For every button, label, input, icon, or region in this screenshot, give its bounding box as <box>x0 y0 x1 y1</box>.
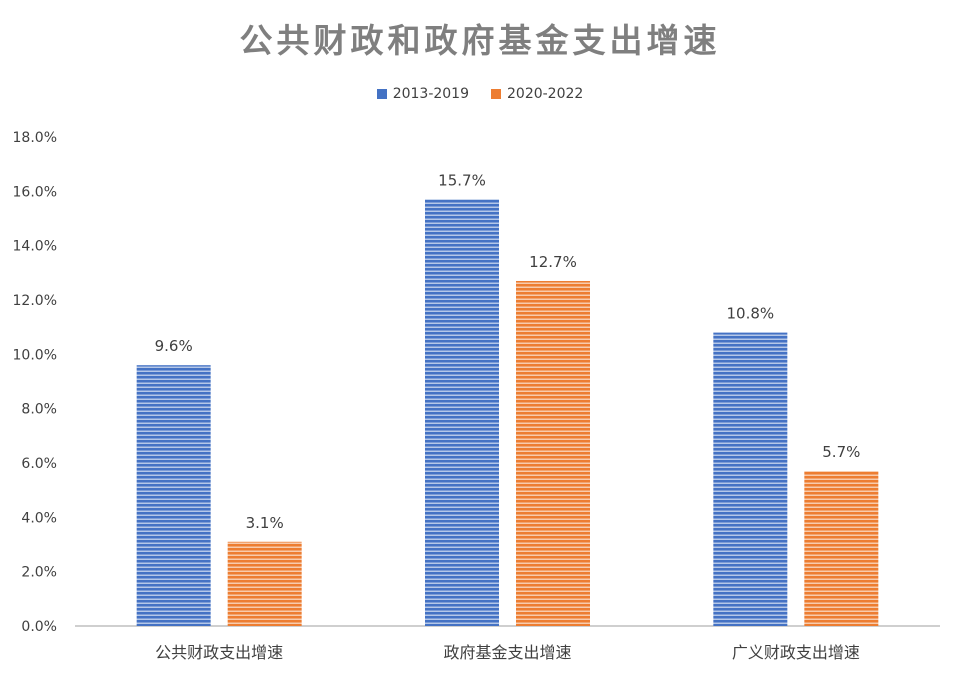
y-tick-label: 2.0% <box>21 565 57 581</box>
legend-label-series-2: 2020-2022 <box>507 86 584 102</box>
bar-2-2 <box>516 280 590 626</box>
y-tick-label: 12.0% <box>13 293 57 309</box>
y-tick-label: 14.0% <box>13 239 57 255</box>
category-label: 公共财政支出增速 <box>155 643 283 662</box>
legend-item-series-2: 2020-2022 <box>491 86 583 102</box>
bar-2-3 <box>804 471 879 626</box>
data-label: 15.7% <box>438 171 486 189</box>
data-label: 10.8% <box>727 305 775 323</box>
legend-swatch-series-1 <box>376 89 387 99</box>
y-tick-label: 16.0% <box>13 184 57 200</box>
legend-swatch-series-2 <box>491 89 501 99</box>
y-tick-label: 0.0% <box>21 619 57 635</box>
category-label: 广义财政支出增速 <box>732 643 860 662</box>
bar-1-3 <box>713 332 788 626</box>
data-label: 9.6% <box>155 337 193 355</box>
y-tick-label: 18.0% <box>13 130 57 146</box>
data-label: 5.7% <box>822 443 860 461</box>
y-tick-label: 8.0% <box>21 402 57 418</box>
data-label: 12.7% <box>529 253 577 271</box>
y-tick-label: 6.0% <box>21 456 57 472</box>
bar-1-1 <box>136 365 211 626</box>
bar-2-1 <box>227 541 302 626</box>
legend-item-series-1: 2013-2019 <box>376 86 469 102</box>
chart-title: 公共财政和政府基金支出增速 <box>239 21 721 60</box>
legend-label-series-1: 2013-2019 <box>392 86 469 102</box>
y-tick-label: 10.0% <box>13 347 57 363</box>
y-tick-label: 4.0% <box>21 510 57 526</box>
data-label: 3.1% <box>246 514 284 532</box>
category-label: 政府基金支出增速 <box>443 643 571 662</box>
chart-legend: 2013-2019 2020-2022 <box>0 86 960 102</box>
bar-1-2 <box>425 199 499 626</box>
